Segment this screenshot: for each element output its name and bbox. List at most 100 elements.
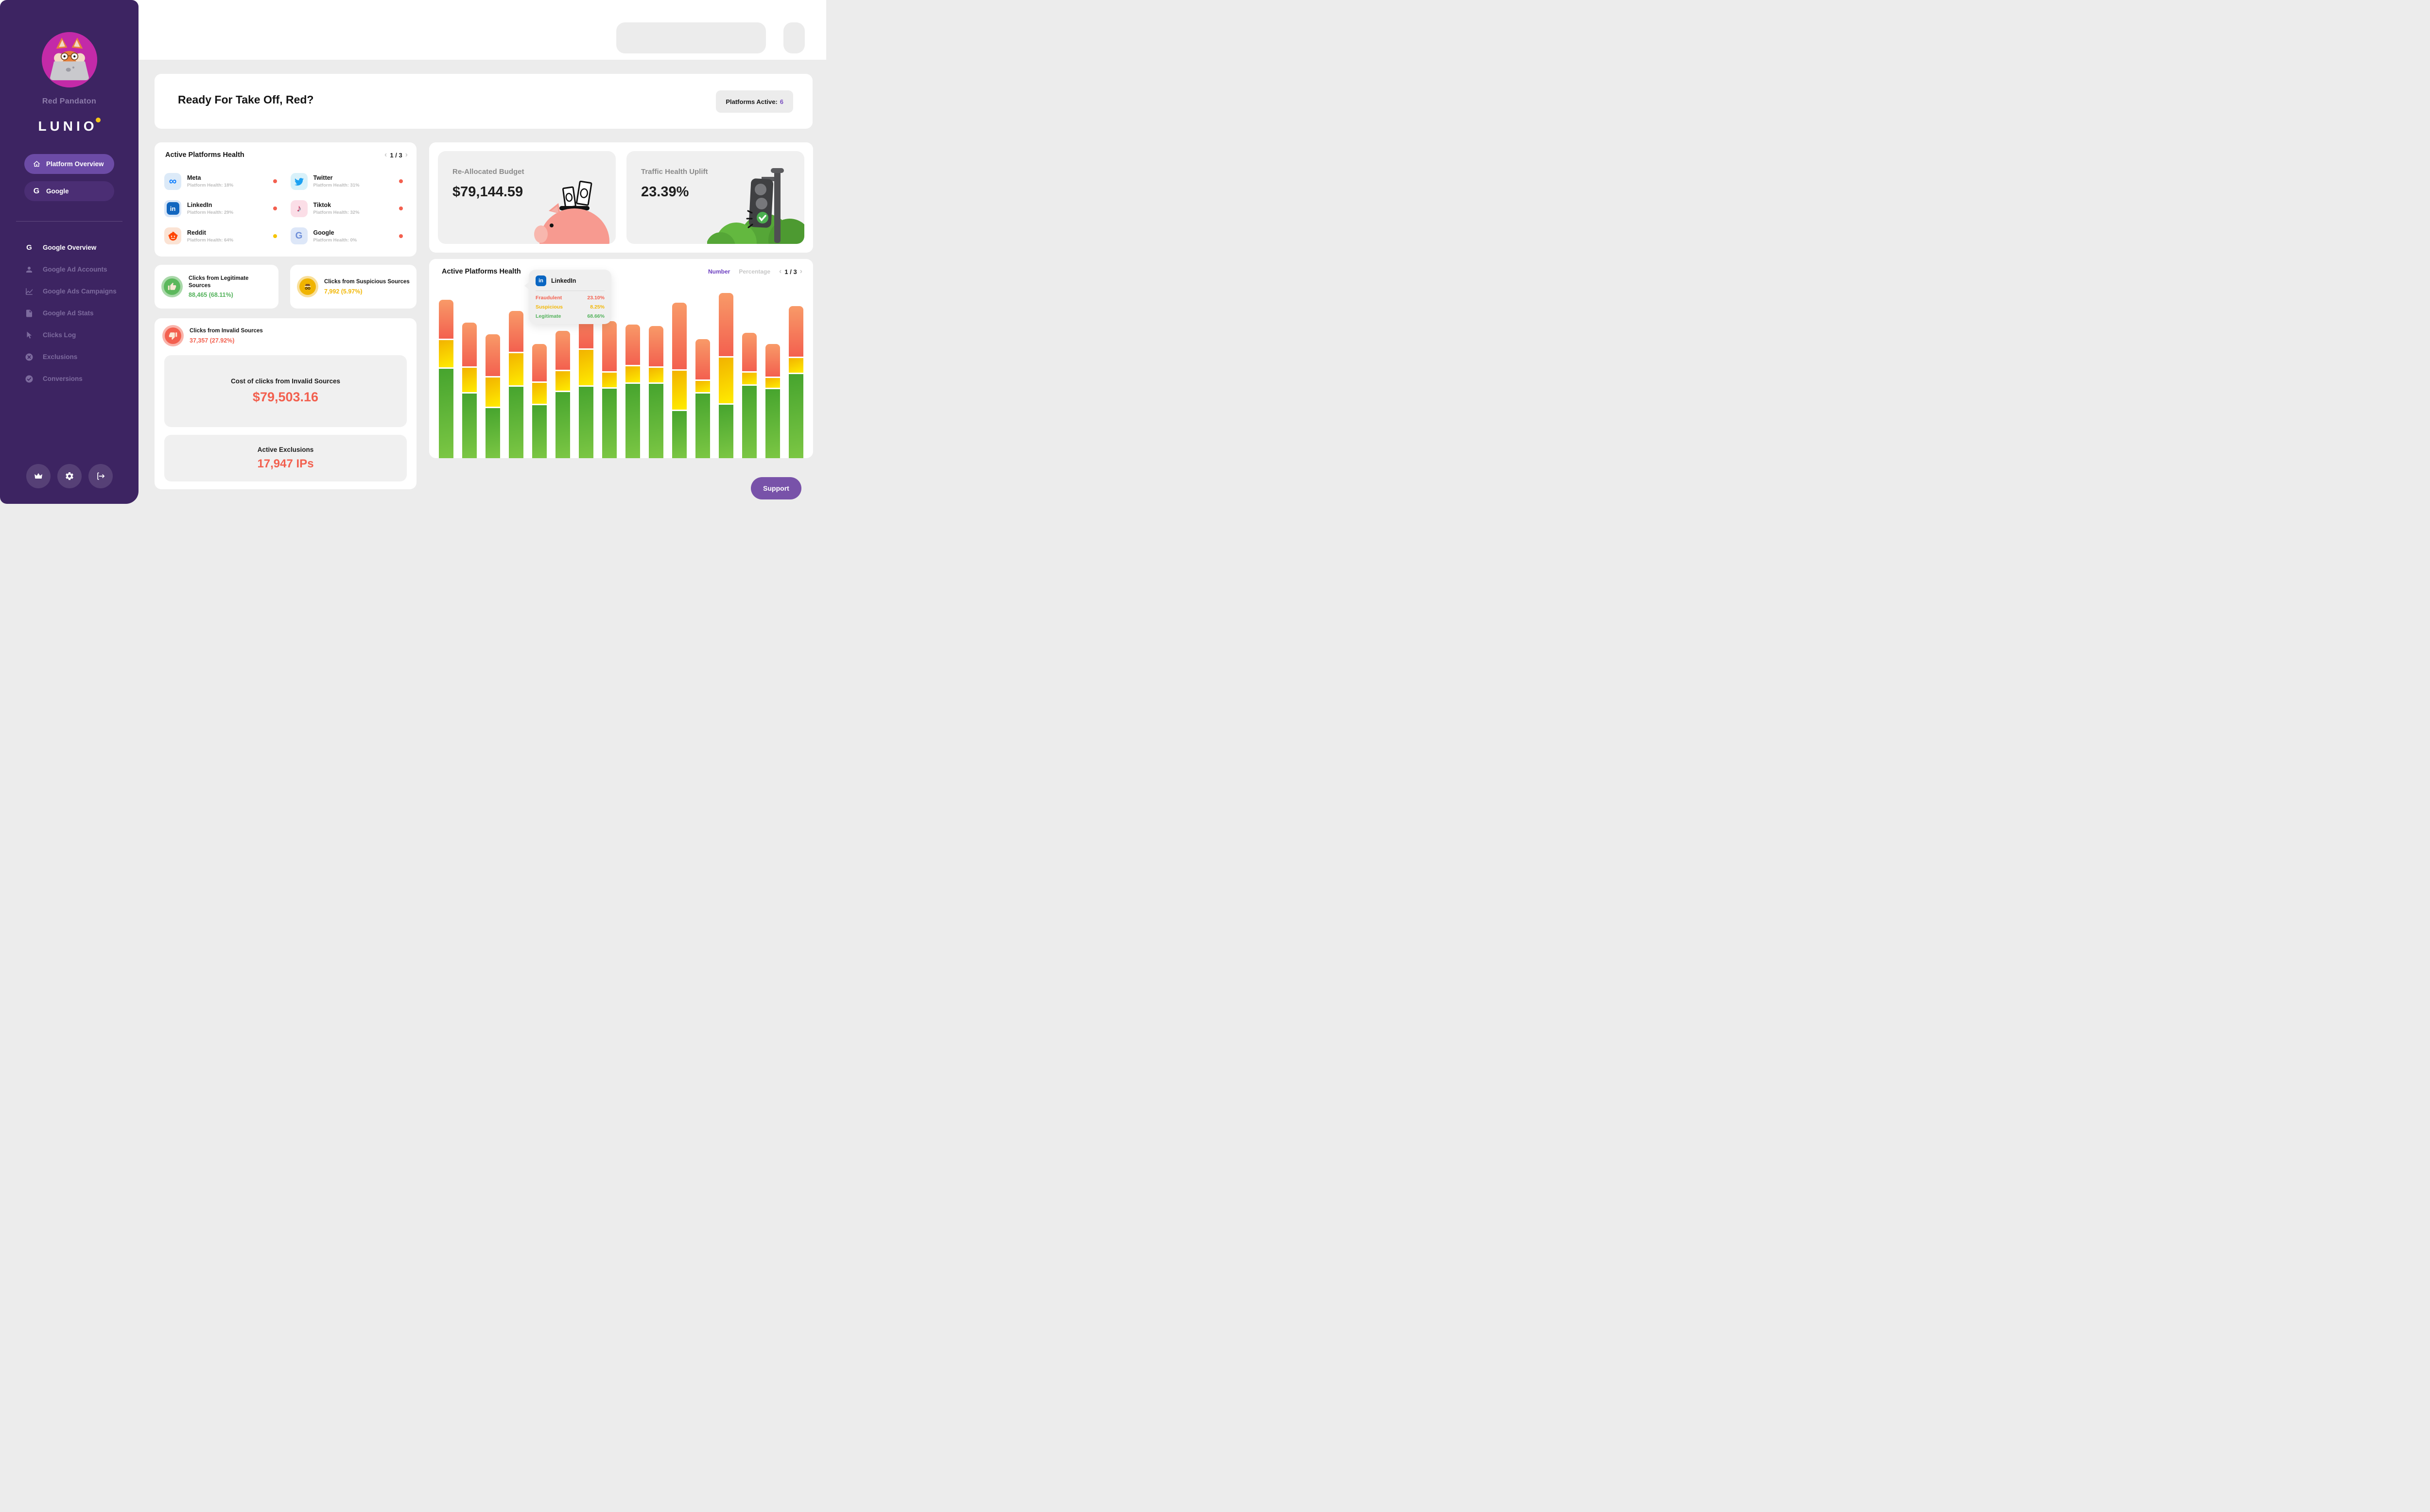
avatar[interactable] <box>42 32 97 87</box>
segment-suspicious <box>486 378 500 407</box>
sidebar-item-google-ad-accounts[interactable]: Google Ad Accounts <box>0 258 139 280</box>
logout-icon <box>96 471 105 481</box>
user-name: Red Pandaton <box>42 97 97 105</box>
sidebar-nav: G Google Overview Google Ad Accounts Google… <box>0 237 139 390</box>
thumbs-down-icon <box>162 325 184 346</box>
chart-bar-8[interactable] <box>602 321 617 458</box>
platform-item-google[interactable]: G Google Platform Health: 0% <box>290 223 410 250</box>
toggle-percentage[interactable]: Percentage <box>739 268 771 275</box>
chart-bar-4[interactable] <box>509 311 523 458</box>
segment-suspicious <box>719 358 733 403</box>
segment-suspicious <box>695 381 710 393</box>
thumbs-up-icon <box>161 276 183 297</box>
segment-suspicious <box>579 349 593 386</box>
platform-item-meta[interactable]: ∞ Meta Platform Health: 18% <box>164 168 284 195</box>
segment-suspicious <box>765 378 780 388</box>
sidebar-item-google-overview[interactable]: G Google Overview <box>0 237 139 258</box>
sidebar-item-google-ads-campaigns[interactable]: Google Ads Campaigns <box>0 280 139 302</box>
segment-legitimate <box>625 384 640 458</box>
chart-bar-11[interactable] <box>672 303 687 458</box>
platforms-active-badge: Platforms Active: 6 <box>716 90 793 113</box>
google-icon: G <box>33 187 40 195</box>
platform-item-tiktok[interactable]: ♪ Tiktok Platform Health: 32% <box>290 195 410 222</box>
sidebar-item-exclusions[interactable]: Exclusions <box>0 346 139 368</box>
user-icon <box>24 265 34 275</box>
next-page-icon[interactable]: › <box>799 267 802 275</box>
segment-suspicious <box>462 368 477 392</box>
status-dot <box>399 206 403 211</box>
chart-bar-15[interactable] <box>765 344 780 458</box>
platform-item-twitter[interactable]: Twitter Platform Health: 31% <box>290 168 410 195</box>
chart-bar-16[interactable] <box>789 306 803 458</box>
platform-health-label: Platform Health: 0% <box>313 237 357 243</box>
segment-fraudulent <box>695 339 710 380</box>
tooltip-row-fraudulent: Fraudulent 23.10% <box>536 295 605 301</box>
platforms-active-label: Platforms Active: <box>726 98 778 105</box>
platform-item-reddit[interactable]: Reddit Platform Health: 64% <box>164 223 284 250</box>
sidebar-item-label: Google Ads Campaigns <box>43 288 117 295</box>
chart-bar-1[interactable] <box>439 299 453 458</box>
logout-button[interactable] <box>88 464 113 488</box>
toggle-number[interactable]: Number <box>708 268 730 275</box>
prev-page-icon[interactable]: ‹ <box>779 267 782 275</box>
chart-bar-6[interactable] <box>555 331 570 458</box>
sidebar-item-label: Conversions <box>43 375 83 382</box>
stat-value: 37,357 (27.92%) <box>190 337 235 344</box>
sidebar-item-conversions[interactable]: Conversions <box>0 368 139 390</box>
sidebar-divider <box>16 221 122 222</box>
linkedin-icon: in <box>164 200 181 217</box>
incognito-icon <box>297 276 318 297</box>
search-placeholder-skeleton[interactable] <box>616 22 766 53</box>
platform-health-label: Platform Health: 32% <box>313 210 360 216</box>
segment-fraudulent <box>765 344 780 377</box>
tiktok-icon: ♪ <box>290 200 308 217</box>
stat-title: Clicks from Legitimate Sources <box>189 275 249 289</box>
sidebar-item-label: Google Ad Stats <box>43 309 94 317</box>
chart-bar-3[interactable] <box>486 334 500 458</box>
sidebar-item-clicks-log[interactable]: Clicks Log <box>0 324 139 346</box>
support-button[interactable]: Support <box>751 477 801 499</box>
fox-avatar-illustration <box>42 32 97 87</box>
prev-page-icon[interactable]: ‹ <box>384 151 387 159</box>
exclusions-label: Active Exclusions <box>257 446 314 453</box>
segment-legitimate <box>719 404 733 458</box>
gear-button[interactable] <box>57 464 82 488</box>
sidebar-item-google-ad-stats[interactable]: Google Ad Stats <box>0 302 139 324</box>
chart-bar-13[interactable] <box>719 293 733 458</box>
next-page-icon[interactable]: › <box>405 151 408 159</box>
segment-fraudulent <box>649 326 663 367</box>
chart-bar-5[interactable] <box>532 344 547 458</box>
tooltip-row-label: Fraudulent <box>536 295 562 301</box>
chart-bar-14[interactable] <box>742 332 757 458</box>
platform-item-linkedin[interactable]: in LinkedIn Platform Health: 29% <box>164 195 284 222</box>
segment-fraudulent <box>719 293 733 357</box>
crown-button[interactable] <box>26 464 51 488</box>
google-blue-icon: G <box>290 227 308 245</box>
chart-bar-2[interactable] <box>462 323 477 458</box>
tooltip-row-label: Legitimate <box>536 313 561 319</box>
logo-dot <box>95 118 101 122</box>
segment-legitimate <box>765 389 780 458</box>
tooltip-row-suspicious: Suspicious 8.25% <box>536 304 605 310</box>
topbar-action-skeleton[interactable] <box>783 22 805 53</box>
exclusions-value: 17,947 IPs <box>257 457 314 470</box>
segment-legitimate <box>649 384 663 458</box>
legitimate-clicks-card: Clicks from Legitimate Sources 88,465 (6… <box>155 265 278 309</box>
segment-suspicious <box>439 340 453 368</box>
status-dot <box>399 234 403 238</box>
chart-bar-9[interactable] <box>625 324 640 458</box>
sidebar-item-google[interactable]: G Google <box>24 181 114 201</box>
pagination: ‹ 1 / 3 › <box>384 151 408 159</box>
segment-fraudulent <box>509 311 523 352</box>
check-circle-icon <box>24 374 34 384</box>
tooltip-row-value: 23.10% <box>587 295 605 301</box>
chart-bar-10[interactable] <box>649 326 663 458</box>
chart-bar-12[interactable] <box>695 339 710 458</box>
segment-legitimate <box>462 393 477 458</box>
invalid-cost-panel: Cost of clicks from Invalid Sources $79,… <box>164 355 407 427</box>
budget-value: $79,144.59 <box>452 184 523 200</box>
sidebar-item-platform-overview[interactable]: Platform Overview <box>24 154 114 174</box>
sidebar-item-label: Clicks Log <box>43 331 76 339</box>
twitter-icon <box>290 172 308 190</box>
chart-bar-7[interactable] <box>579 296 593 458</box>
